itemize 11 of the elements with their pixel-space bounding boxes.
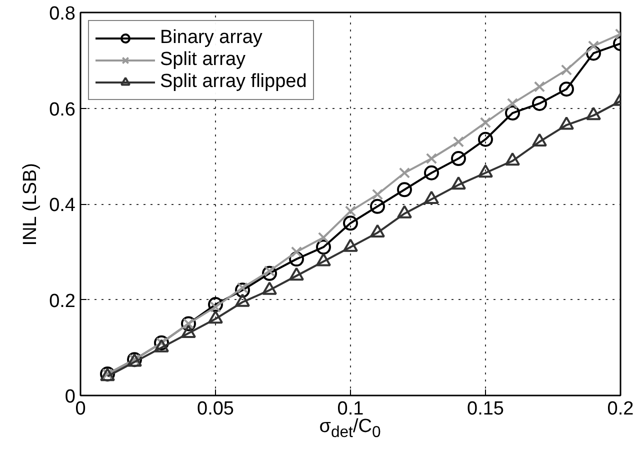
y-axis-title: INL (LSB)	[20, 162, 42, 246]
y-tick-label: 0.6	[49, 99, 76, 120]
y-tick-label: 0.8	[49, 4, 76, 24]
legend-label: Split array	[160, 49, 246, 71]
y-tick-label: 0.4	[49, 195, 76, 216]
legend-label: Split array flipped	[160, 71, 307, 93]
y-tick-label: 0.2	[49, 290, 76, 312]
legend-label: Binary array	[160, 27, 262, 49]
x-tick-label: 0.15	[467, 398, 504, 420]
x-tick-label: 0.2	[607, 398, 634, 420]
x-tick-label: 0.05	[197, 398, 234, 420]
